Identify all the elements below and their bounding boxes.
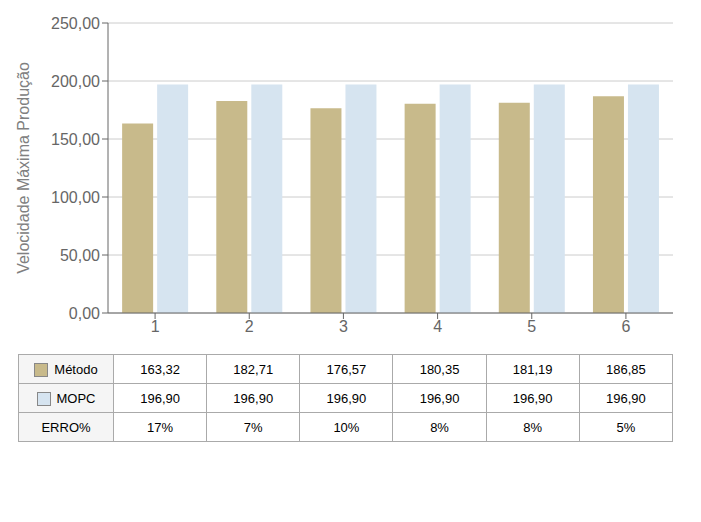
svg-text:6: 6	[621, 318, 630, 335]
svg-text:250,00: 250,00	[51, 15, 100, 32]
svg-text:150,00: 150,00	[51, 131, 100, 148]
html-text:180,35: 180,35	[419, 361, 460, 377]
html-text:196,90: 196,90	[606, 390, 646, 406]
html-text:182,71: 182,71	[233, 361, 274, 377]
html-text:196,90: 196,90	[326, 390, 367, 406]
html-text:196,90: 196,90	[233, 390, 274, 406]
svg-text:4: 4	[433, 318, 442, 335]
html-text:17%: 17%	[147, 419, 174, 435]
svg-text:0,00: 0,00	[69, 305, 100, 322]
html-text:5%: 5%	[616, 419, 636, 435]
html-text:176,57: 176,57	[326, 361, 367, 377]
html-text:196,90: 196,90	[140, 390, 180, 406]
html-text:8%: 8%	[523, 419, 543, 435]
svg-text:Velocidade Máxima Produção: Velocidade Máxima Produção	[15, 62, 32, 274]
svg-text:50,00: 50,00	[60, 247, 100, 264]
html-text:181,19: 181,19	[512, 361, 553, 377]
svg-text:100,00: 100,00	[51, 189, 100, 206]
svg-text:1: 1	[151, 318, 160, 335]
html-text:163,32: 163,32	[140, 361, 180, 377]
html-text:7%: 7%	[243, 419, 263, 435]
html-text:10%: 10%	[333, 419, 360, 435]
html-text:186,85: 186,85	[606, 361, 646, 377]
svg-text:200,00: 200,00	[51, 73, 100, 90]
html-text:196,90: 196,90	[419, 390, 460, 406]
html-text:196,90: 196,90	[512, 390, 553, 406]
html-text:Método: Método	[54, 362, 98, 378]
svg-text:3: 3	[339, 318, 348, 335]
svg-text:2: 2	[245, 318, 254, 335]
html-text:8%: 8%	[430, 419, 449, 435]
html-text:ERRO%: ERRO%	[41, 420, 91, 436]
html-text:MOPC: MOPC	[56, 391, 96, 407]
svg-text:5: 5	[527, 318, 536, 335]
